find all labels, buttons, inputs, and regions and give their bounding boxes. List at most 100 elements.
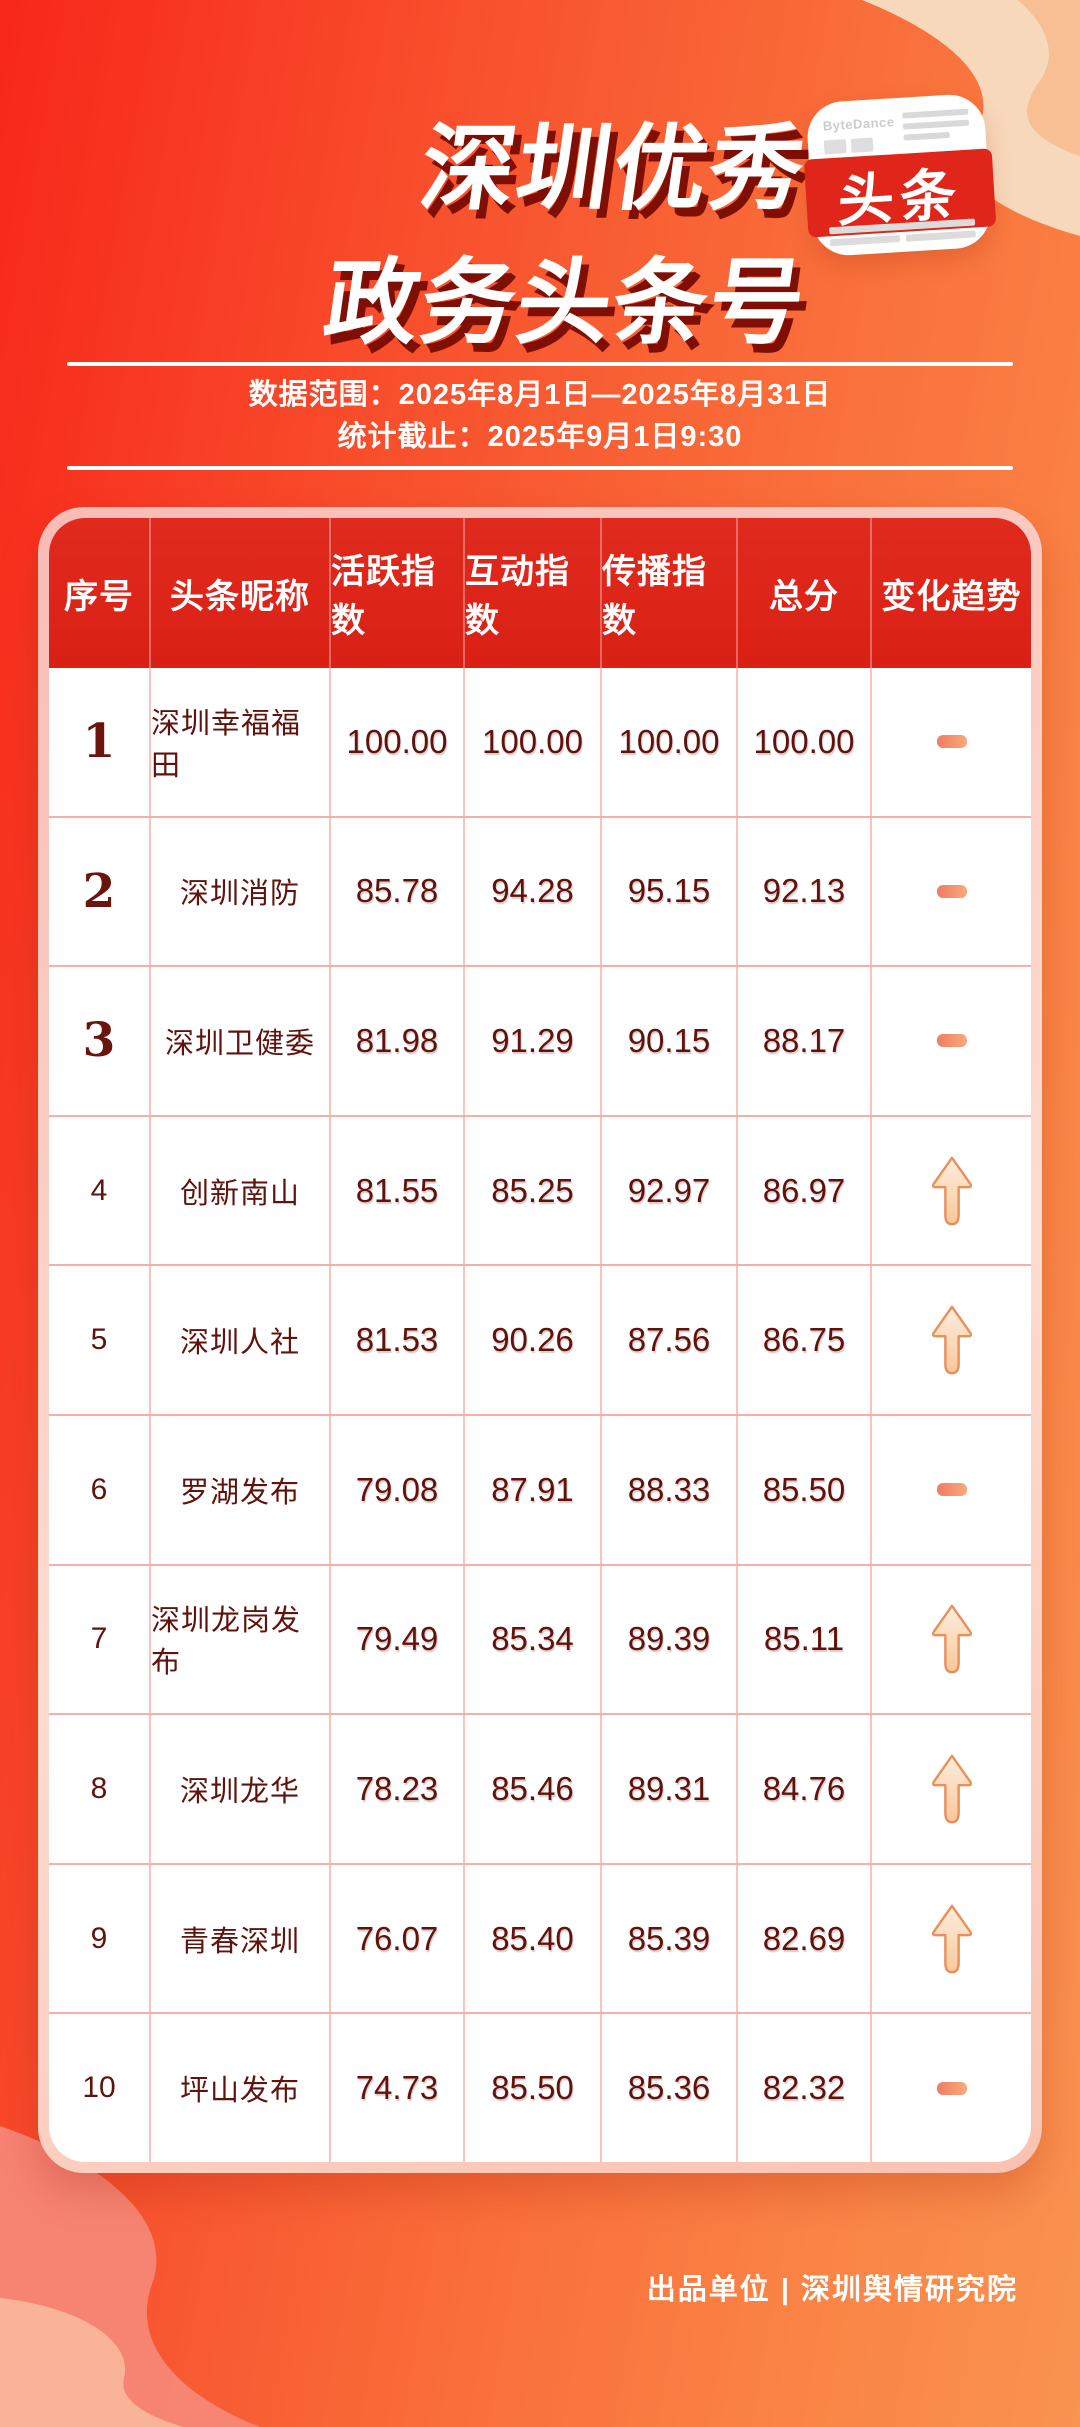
account-name-cell: 深圳幸福福田 <box>151 668 331 816</box>
column-header: 序号 <box>49 518 151 668</box>
account-name-cell: 深圳卫健委 <box>151 967 331 1115</box>
total-score-cell: 85.50 <box>738 1415 872 1564</box>
interact-index-cell: 85.25 <box>465 1116 602 1265</box>
account-name-cell: 坪山发布 <box>151 2014 331 2162</box>
account-name-cell: 深圳人社 <box>151 1266 331 1414</box>
account-name-cell: 深圳龙岗发布 <box>151 1565 331 1714</box>
interact-index-cell: 87.91 <box>465 1415 602 1564</box>
column-header: 总分 <box>738 518 872 668</box>
trend-cell <box>872 1416 1031 1564</box>
trend-flat-icon <box>936 884 967 898</box>
total-score-cell: 100.00 <box>738 668 872 816</box>
title-line-1: 深圳优秀 <box>414 116 813 221</box>
account-name-cell: 创新南山 <box>151 1116 331 1265</box>
active-index-cell: 78.23 <box>331 1715 465 1863</box>
table-row: 1 深圳幸福福田 100.00 100.00 100.00 100.00 <box>49 668 1031 816</box>
interact-index-cell: 85.50 <box>465 2014 602 2162</box>
active-index-cell: 81.55 <box>331 1116 465 1265</box>
spread-index-cell: 100.00 <box>602 668 738 816</box>
interact-index-cell: 85.46 <box>465 1715 602 1863</box>
spread-index-cell: 89.31 <box>602 1715 738 1863</box>
credit-text: 出品单位 | 深圳舆情研究院 <box>646 2274 1018 2306</box>
spread-index-cell: 89.39 <box>602 1565 738 1714</box>
table-row: 5 深圳人社 81.53 90.26 87.56 86.75 <box>49 1264 1031 1414</box>
rank-cell: 3 <box>49 967 151 1115</box>
active-index-cell: 85.78 <box>331 817 465 966</box>
active-index-cell: 74.73 <box>331 2014 465 2162</box>
rank-cell: 2 <box>49 817 151 966</box>
table-row: 4 创新南山 81.55 85.25 92.97 86.97 <box>49 1114 1031 1265</box>
column-header: 变化趋势 <box>881 577 1022 616</box>
spread-index-cell: 85.39 <box>602 1864 738 2013</box>
trend-up-icon <box>931 1305 972 1375</box>
rank-cell: 10 <box>49 2014 151 2162</box>
interact-index-cell: 94.28 <box>465 817 602 966</box>
spread-index-cell: 87.56 <box>602 1266 738 1414</box>
trend-flat-icon <box>936 735 967 749</box>
trend-cell <box>872 1865 1031 2013</box>
toutiao-logo-icon: ByteDance 头条 <box>803 92 997 258</box>
logo-news-lines <box>902 108 970 146</box>
total-score-cell: 92.13 <box>738 817 872 966</box>
account-name-cell: 深圳消防 <box>151 817 331 966</box>
table-row: 8 深圳龙华 78.23 85.46 89.31 84.76 <box>49 1713 1031 1863</box>
trend-cell <box>872 1715 1031 1863</box>
rank-cell: 8 <box>49 1715 151 1863</box>
trend-up-icon <box>931 1904 972 1973</box>
table-row: 7 深圳龙岗发布 79.49 85.34 89.39 85.11 <box>49 1563 1031 1714</box>
table-row: 10 坪山发布 74.73 85.50 85.36 82.32 <box>49 2012 1031 2162</box>
interact-index-cell: 100.00 <box>465 668 602 816</box>
spread-index-cell: 85.36 <box>602 2014 738 2162</box>
active-index-cell: 79.08 <box>331 1415 465 1564</box>
trend-cell <box>872 668 1031 816</box>
trend-cell <box>872 1566 1031 1714</box>
table-row: 2 深圳消防 85.78 94.28 95.15 92.13 <box>49 815 1031 966</box>
rank-cell: 9 <box>49 1864 151 2013</box>
trend-up-icon <box>931 1604 972 1674</box>
account-name-cell: 青春深圳 <box>151 1864 331 2013</box>
active-index-cell: 79.49 <box>331 1565 465 1714</box>
trend-cell <box>872 2014 1031 2162</box>
rank-cell: 6 <box>49 1415 151 1564</box>
table-body: 1 深圳幸福福田 100.00 100.00 100.00 100.00 2 深… <box>49 668 1031 2162</box>
spread-index-cell: 88.33 <box>602 1415 738 1564</box>
ranking-table: 序号 头条昵称 活跃指数 互动指数 传播指数 总分 变化趋势 1 深圳幸福福田 100.00… <box>49 518 1031 2162</box>
trend-flat-icon <box>936 1034 967 1048</box>
total-score-cell: 88.17 <box>738 967 872 1115</box>
active-index-cell: 76.07 <box>331 1864 465 2013</box>
rank-cell: 1 <box>49 668 151 816</box>
total-score-cell: 84.76 <box>738 1715 872 1863</box>
trend-cell <box>872 1266 1031 1414</box>
trend-cell <box>872 1117 1031 1265</box>
data-range-text: 数据范围：2025年8月1日—2025年8月31日 <box>248 379 832 411</box>
spread-index-cell: 95.15 <box>602 817 738 966</box>
meta-block: 数据范围：2025年8月1日—2025年8月31日 统计截止：2025年9月1日… <box>67 362 1013 470</box>
interact-index-cell: 90.26 <box>465 1266 602 1414</box>
total-score-cell: 86.75 <box>738 1266 872 1414</box>
column-header: 头条昵称 <box>151 518 331 668</box>
poster-title: 深圳优秀 政务头条号 <box>0 102 813 370</box>
trend-cell <box>872 967 1031 1115</box>
trend-up-icon <box>931 1156 972 1225</box>
table-row: 6 罗湖发布 79.08 87.91 88.33 85.50 <box>49 1413 1031 1564</box>
table-row: 9 青春深圳 76.07 85.40 85.39 82.69 <box>49 1862 1031 2013</box>
table-row: 3 深圳卫健委 81.98 91.29 90.15 88.17 <box>49 965 1031 1115</box>
rank-cell: 5 <box>49 1266 151 1414</box>
total-score-cell: 85.11 <box>738 1565 872 1714</box>
table-header-row: 序号 头条昵称 活跃指数 互动指数 传播指数 总分 变化趋势 <box>49 518 1031 668</box>
divider-top <box>67 362 1013 366</box>
title-line-2: 政务头条号 <box>318 250 813 355</box>
interact-index-cell: 91.29 <box>465 967 602 1115</box>
logo-news-thumbnails <box>823 137 874 155</box>
trend-up-icon <box>931 1754 972 1824</box>
active-index-cell: 81.98 <box>331 967 465 1115</box>
logo-brand-text: ByteDance <box>822 114 895 134</box>
account-name-cell: 罗湖发布 <box>151 1415 331 1564</box>
column-header: 活跃指数 <box>331 518 465 668</box>
column-header: 传播指数 <box>602 518 738 668</box>
total-score-cell: 82.32 <box>738 2014 872 2162</box>
rank-cell: 7 <box>49 1565 151 1714</box>
account-name-cell: 深圳龙华 <box>151 1715 331 1863</box>
active-index-cell: 100.00 <box>331 668 465 816</box>
stat-deadline-text: 统计截止：2025年9月1日9:30 <box>337 421 743 453</box>
